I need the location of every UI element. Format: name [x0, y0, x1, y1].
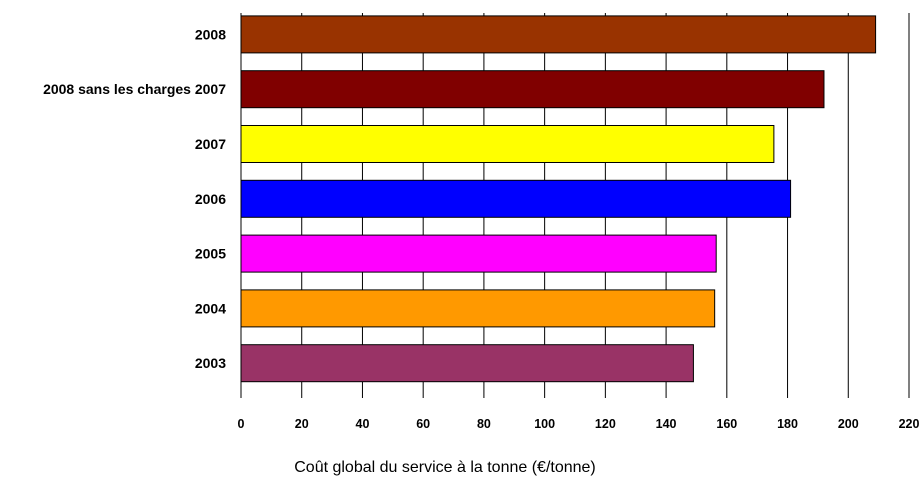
x-tick-label-40: 40 — [356, 417, 370, 431]
bar-2007 — [240, 125, 775, 163]
category-label-2008-sans-les-charges-2007: 2008 sans les charges 2007 — [43, 81, 226, 97]
x-tick-label-80: 80 — [477, 417, 491, 431]
bar-2003 — [240, 344, 694, 383]
bars — [240, 15, 877, 383]
bar-2006 — [240, 179, 792, 218]
category-label-2007: 2007 — [195, 136, 226, 152]
category-labels: 2008 2008 sans les charges 2007 2007 2006 20… — [43, 26, 226, 371]
category-label-2003: 2003 — [195, 355, 226, 371]
x-tick-label-60: 60 — [416, 417, 430, 431]
category-label-2005: 2005 — [195, 246, 226, 262]
x-tick-label-100: 100 — [534, 417, 555, 431]
x-tick-labels: 0 20 40 60 80 100 120 140 160 180 200 220 — [238, 417, 920, 431]
x-tick-label-160: 160 — [716, 417, 737, 431]
x-tick-label-220: 220 — [899, 417, 920, 431]
bar-2005 — [240, 234, 717, 273]
x-tick-label-20: 20 — [295, 417, 309, 431]
x-tick-label-0: 0 — [238, 417, 245, 431]
x-axis-title: Coût global du service à la tonne (€/ton… — [294, 459, 596, 476]
category-label-2004: 2004 — [195, 300, 226, 316]
bar-2008 — [240, 15, 877, 54]
x-tick-label-140: 140 — [656, 417, 677, 431]
x-tick-label-120: 120 — [595, 417, 616, 431]
x-tick-label-200: 200 — [838, 417, 859, 431]
category-label-2006: 2006 — [195, 191, 226, 207]
bar-2008-sans-les-charges-2007 — [240, 70, 825, 109]
category-label-2008: 2008 — [195, 26, 226, 42]
bar-2004 — [240, 289, 716, 328]
x-tick-label-180: 180 — [777, 417, 798, 431]
